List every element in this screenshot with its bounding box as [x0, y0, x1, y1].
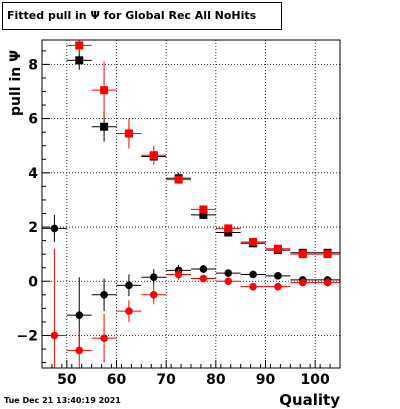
data-point [224, 277, 233, 286]
plot-frame [41, 39, 341, 369]
data-point [323, 278, 332, 287]
data-point [174, 270, 183, 279]
data-point [100, 122, 109, 131]
data-point [124, 129, 133, 138]
data-point [174, 175, 183, 184]
axes: 50 60 70 80 90 100 −2 0 2 4 6 8 [17, 50, 341, 388]
data-points [42, 40, 340, 368]
x-tick-label: 70 [156, 372, 176, 388]
data-point [100, 291, 108, 299]
data-point [125, 281, 133, 290]
x-tick-label: 80 [206, 372, 226, 388]
data-point [50, 224, 59, 233]
data-point [199, 274, 208, 283]
data-point [298, 250, 307, 259]
x-tick-label: 50 [57, 372, 77, 388]
data-point [75, 346, 84, 355]
chart-title-box: Fitted pull in Ψ for Global Rec All NoHi… [2, 2, 282, 30]
y-tick-label: −2 [17, 328, 38, 344]
data-point [50, 331, 59, 340]
y-tick-label: 2 [28, 220, 38, 236]
x-tick-label: 100 [301, 372, 330, 388]
data-point [125, 307, 133, 315]
square-series [66, 40, 340, 259]
y-tick-label: 0 [28, 274, 38, 290]
x-tick-label: 90 [256, 372, 276, 388]
data-point [199, 210, 208, 219]
square-series [66, 50, 340, 257]
data-point [249, 237, 258, 246]
data-point [224, 224, 233, 233]
circle-series [42, 248, 340, 368]
data-point [274, 282, 282, 291]
data-point [75, 56, 84, 65]
data-point [249, 282, 257, 291]
data-point [75, 311, 84, 319]
data-point [274, 272, 282, 280]
data-point [149, 273, 158, 281]
data-point [100, 334, 108, 342]
y-tick-label: 4 [28, 166, 38, 182]
data-point [323, 250, 332, 259]
chart-title: Fitted pull in Ψ for Global Rec All NoHi… [7, 9, 257, 22]
data-point [224, 269, 233, 277]
x-tick-label: 60 [107, 372, 127, 388]
data-point [149, 151, 158, 160]
data-point [199, 265, 208, 273]
data-point [199, 205, 208, 214]
timestamp: Tue Dec 21 13:40:19 2021 [4, 396, 121, 405]
data-point [298, 278, 307, 287]
data-point [100, 86, 109, 95]
x-axis-label: Quality [279, 391, 340, 409]
data-point [224, 228, 233, 237]
circle-series [42, 214, 340, 354]
data-point [273, 244, 282, 253]
y-axis-label: pull in Ψ [8, 50, 24, 116]
y-tick-label: 8 [28, 57, 38, 73]
grid-lines [42, 40, 340, 368]
data-point [75, 41, 84, 50]
data-point [149, 291, 158, 299]
y-tick-label: 6 [28, 112, 38, 128]
data-point [249, 270, 257, 279]
